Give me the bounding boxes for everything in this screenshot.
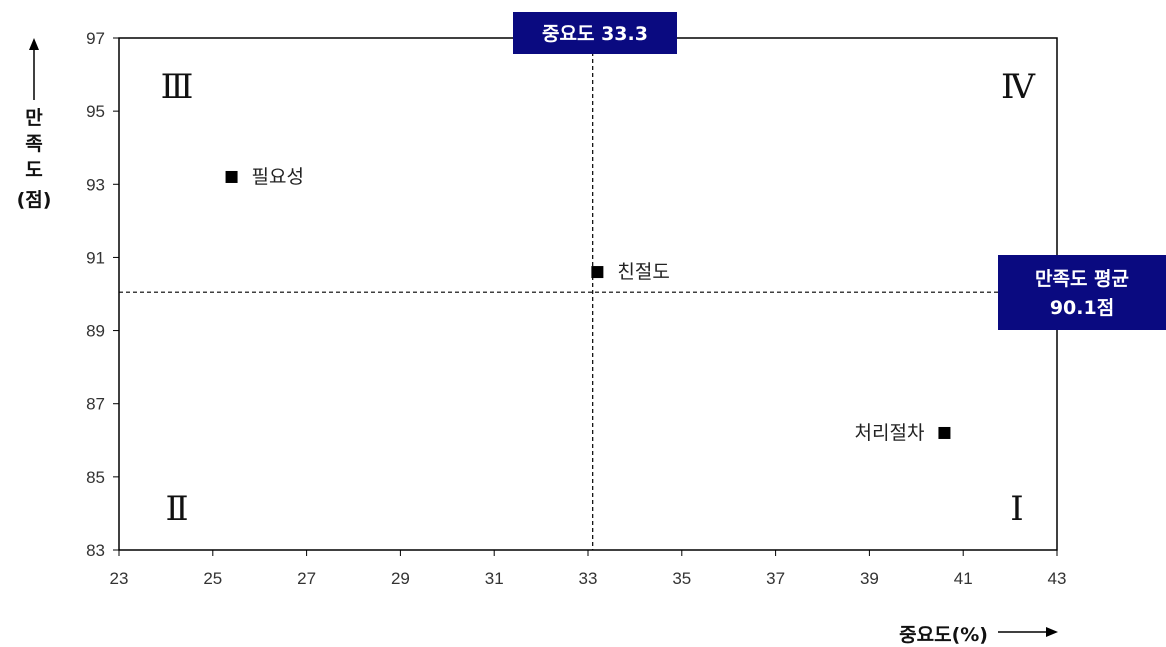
x-tick-label: 39 <box>860 569 879 588</box>
y-tick-label: 95 <box>86 102 105 121</box>
y-tick-label: 93 <box>86 175 105 194</box>
x-axis-arrowhead-icon <box>1046 627 1058 637</box>
y-axis-title-unit: (점) <box>17 189 52 211</box>
y-axis-title-char-2: 족 <box>25 133 42 155</box>
quadrant-label-top-right: Ⅳ <box>1001 67 1036 107</box>
vertical-reference-label-box <box>513 12 677 54</box>
x-tick-label: 29 <box>391 569 410 588</box>
data-point-marker <box>938 426 951 439</box>
data-point-label: 필요성 <box>252 166 304 188</box>
y-axis-title-char-3: 도 <box>25 159 42 181</box>
y-tick-label: 85 <box>86 468 105 487</box>
data-point-label: 처리절차 <box>855 422 925 444</box>
data-point-label: 친절도 <box>617 261 669 283</box>
y-axis-arrowhead-icon <box>29 38 39 50</box>
x-tick-label: 31 <box>485 569 504 588</box>
x-tick-label: 25 <box>203 569 222 588</box>
quadrant-label-top-left: Ⅲ <box>161 67 194 107</box>
quadrant-label-bottom-left: Ⅱ <box>165 489 188 529</box>
x-tick-label: 27 <box>297 569 316 588</box>
quadrant-label-bottom-right: Ⅰ <box>1010 489 1023 529</box>
y-tick-label: 91 <box>86 248 105 267</box>
horizontal-reference-label-box <box>998 255 1166 330</box>
data-point-marker <box>591 266 604 279</box>
x-axis-title: 중요도(%) <box>899 624 988 646</box>
x-tick-label: 43 <box>1048 569 1067 588</box>
vertical-reference-label: 중요도 33.3 <box>542 23 648 45</box>
y-tick-label: 83 <box>86 541 105 560</box>
data-point-marker <box>225 170 238 183</box>
x-tick-label: 23 <box>110 569 129 588</box>
x-tick-label: 35 <box>672 569 691 588</box>
x-tick-label: 41 <box>954 569 973 588</box>
y-axis-title-char-1: 만 <box>25 107 43 129</box>
x-tick-label: 33 <box>579 569 598 588</box>
horizontal-reference-label-line-1: 만족도 평균 <box>1035 268 1129 290</box>
y-tick-label: 87 <box>86 395 105 414</box>
x-tick-label: 37 <box>766 569 785 588</box>
horizontal-reference-label-line-2: 90.1점 <box>1050 297 1114 319</box>
plot-area-frame <box>118 37 1058 551</box>
y-tick-label: 89 <box>86 322 105 341</box>
y-tick-label: 97 <box>86 29 105 48</box>
